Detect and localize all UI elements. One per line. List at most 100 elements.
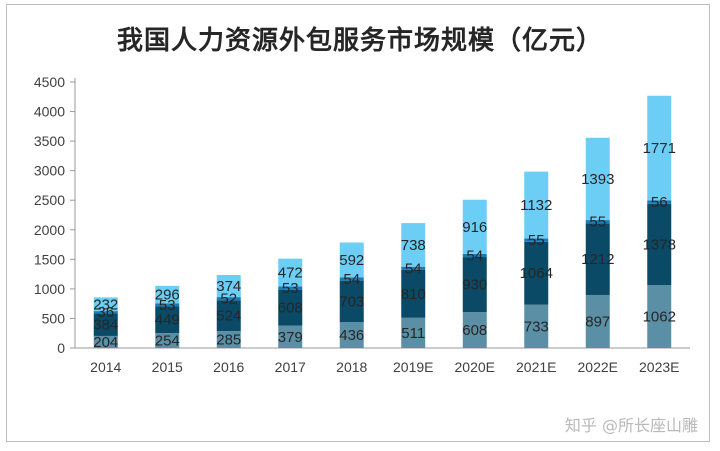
bar-segment [339,322,364,348]
data-label: 930 [462,277,487,294]
data-label: 54 [466,247,483,264]
bars [93,95,672,348]
bar-segment [93,313,118,336]
chart-title: 我国人力资源外包服务市场规模（亿元） [116,26,603,56]
y-tick-label: 2000 [34,222,65,238]
x-tick-label: 2018 [336,359,367,375]
data-label: 738 [401,237,426,254]
y-tick-label: 1500 [34,251,65,267]
bar-segment [278,289,303,326]
bar-segment [339,242,364,278]
data-labels: 2043843623225444953296285524523743796085… [93,140,676,351]
bar-segment [216,297,241,301]
data-label: 54 [343,271,360,288]
data-label: 36 [97,304,114,321]
bar-segment [155,285,180,304]
data-label: 296 [155,287,180,304]
bar-segment [339,277,364,281]
axes: 0 500 1000 1500 2000 2500 3000 3500 4000 4500 2014… [34,74,690,375]
x-tick-label: 2020E [455,359,495,375]
x-tick-label: 2021E [516,359,556,375]
bar-segment [585,223,610,295]
x-tick-label: 2023E [639,359,679,375]
y-tick-label: 1000 [34,281,65,297]
bar-segment [93,297,118,312]
data-label: 1132 [520,197,552,214]
data-label: 204 [93,334,118,351]
bar-segment [647,203,672,286]
data-label: 55 [528,232,545,249]
data-label: 449 [155,312,180,329]
x-tick-label: 2017 [275,359,306,375]
bar-segment [339,280,364,323]
bar-segment [278,325,303,348]
data-label: 285 [216,332,241,349]
bar-segment [585,294,610,348]
watermark: 知乎 @所长座山雕 [564,416,698,435]
bar-segment [462,253,487,258]
data-label: 733 [524,318,549,335]
bar-segment [401,266,426,270]
data-label: 916 [462,219,487,236]
bar-segment [216,274,241,298]
bar-segment [278,286,303,290]
bar-segment [585,220,610,224]
y-tick-label: 2500 [34,192,65,208]
bar-segment [585,137,610,221]
x-tick-label: 2014 [90,359,121,375]
y-tick-label: 3500 [34,133,65,149]
y-tick-label: 500 [42,310,66,326]
data-label: 53 [282,280,299,297]
bar-segment [462,199,487,254]
x-tick-label: 2015 [152,359,183,375]
data-label: 810 [401,286,426,303]
data-label: 608 [278,300,303,317]
bar-segment [524,171,549,239]
data-label: 436 [339,327,364,344]
bar-segment [216,331,241,348]
data-label: 384 [93,317,118,334]
data-label: 703 [339,293,364,310]
data-label: 608 [462,322,487,339]
data-label: 1378 [643,236,676,253]
x-tick-label: 2016 [213,359,244,375]
bar-segment [647,200,672,204]
x-tick-label: 2022E [578,359,618,375]
data-label: 55 [589,214,606,231]
bar-segment [524,241,549,305]
x-tick-label: 2019E [393,359,433,375]
y-tick-label: 0 [57,340,65,356]
data-label: 1062 [643,309,676,326]
y-tick-label: 4500 [34,74,65,90]
bar-segment [647,95,672,201]
data-label: 592 [339,252,364,269]
data-label: 52 [220,291,237,308]
data-label: 56 [651,194,668,211]
bar-segment [647,285,672,348]
data-label: 374 [216,278,241,295]
bar-segment [155,332,180,348]
data-label: 232 [93,296,118,313]
data-label: 511 [401,325,425,342]
bar-segment [93,311,118,314]
bar-segment [401,223,426,267]
bar-segment [462,257,487,313]
data-label: 1393 [581,171,614,188]
data-label: 1064 [520,265,553,282]
data-label: 524 [216,308,241,325]
data-label: 254 [155,332,180,349]
bar-segment [216,300,241,332]
data-label: 54 [405,260,422,277]
bar-segment [524,238,549,242]
y-tick-label: 4000 [34,104,65,120]
data-label: 53 [159,297,176,314]
data-label: 897 [585,313,610,330]
bar-segment [462,312,487,348]
bar-segment [401,269,426,318]
bar-segment [401,317,426,348]
bar-segment [524,304,549,348]
data-label: 1212 [581,251,614,268]
bar-segment [278,258,303,287]
data-label: 1771 [643,140,676,157]
